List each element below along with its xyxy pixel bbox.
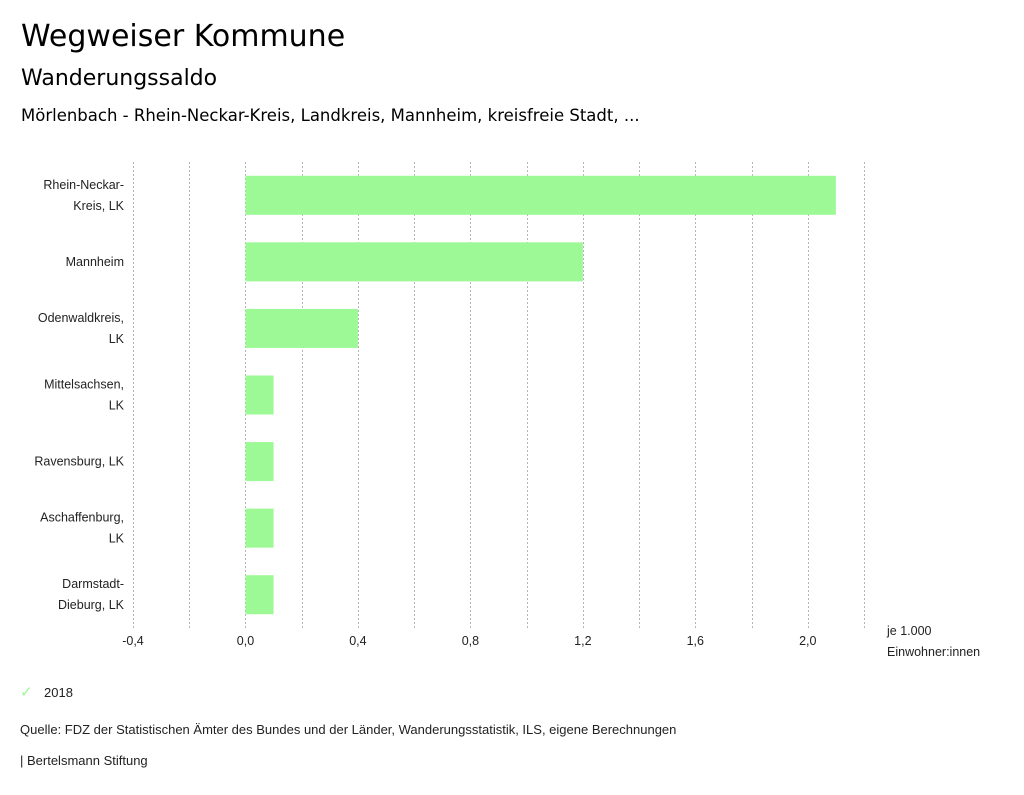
bar[interactable] <box>245 175 836 215</box>
x-tick-label: 2,0 <box>799 634 816 648</box>
x-axis-unit-label: Einwohner:innen <box>887 645 980 659</box>
category-label: Aschaffenburg, <box>40 511 124 525</box>
category-label: LK <box>109 332 125 346</box>
bar-chart: Rhein-Neckar- Kreis, LK Mannheim Odenwaldkr… <box>34 162 980 659</box>
x-tick-label: 1,2 <box>574 634 591 648</box>
legend-label-2018: 2018 <box>44 684 73 700</box>
bar[interactable] <box>245 575 274 615</box>
legend[interactable]: ✓ 2018 <box>20 683 73 701</box>
check-icon[interactable]: ✓ <box>20 684 33 701</box>
category-label: Mittelsachsen, <box>44 378 124 392</box>
x-tick-label: 0,0 <box>237 634 254 648</box>
bar[interactable] <box>245 442 274 482</box>
bar[interactable] <box>245 375 274 415</box>
bar[interactable] <box>245 508 274 548</box>
page-title: Wegweiser Kommune <box>21 19 346 54</box>
category-label: Mannheim <box>66 255 124 269</box>
bar[interactable] <box>245 308 358 348</box>
category-label: Darmstadt- <box>62 577 124 591</box>
source-note: Quelle: FDZ der Statistischen Ämter des … <box>20 722 677 737</box>
x-tick-label: -0,4 <box>122 634 144 648</box>
category-label: Rhein-Neckar- <box>43 178 124 192</box>
region-selection: Mörlenbach - Rhein-Neckar-Kreis, Landkre… <box>21 106 640 125</box>
credit-note: | Bertelsmann Stiftung <box>20 753 148 768</box>
x-tick-label: 1,6 <box>687 634 704 648</box>
bar[interactable] <box>245 242 583 282</box>
x-axis-unit: je 1.000 Einwohner:innen <box>886 624 980 659</box>
x-tick-label: 0,4 <box>349 634 366 648</box>
chart-subtitle: Wanderungssaldo <box>21 66 218 91</box>
category-label: Dieburg, LK <box>58 598 125 612</box>
category-label: Odenwaldkreis, <box>38 311 124 325</box>
gridlines <box>133 162 865 628</box>
category-label: Kreis, LK <box>73 199 124 213</box>
category-label: Ravensburg, LK <box>34 455 124 469</box>
category-label: LK <box>109 399 125 413</box>
x-tick-labels: -0,4 0,0 0,4 0,8 1,2 1,6 2,0 <box>122 634 816 648</box>
category-labels: Rhein-Neckar- Kreis, LK Mannheim Odenwaldkr… <box>34 178 124 612</box>
category-label: LK <box>109 532 125 546</box>
x-tick-label: 0,8 <box>462 634 479 648</box>
bars <box>245 175 836 615</box>
x-axis-unit-label: je 1.000 <box>886 624 932 638</box>
